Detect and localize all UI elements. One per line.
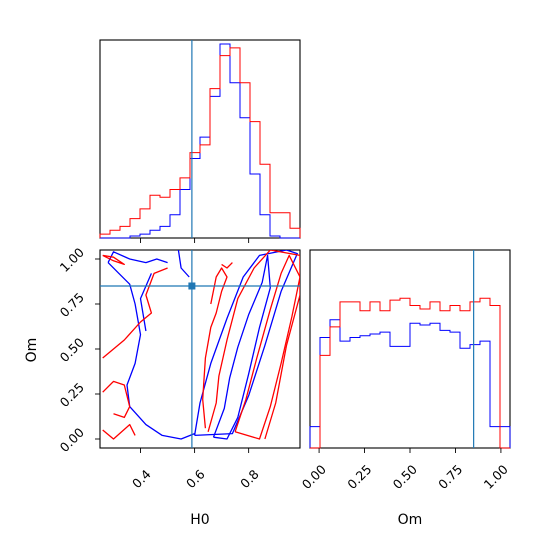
contour-blue-1 bbox=[193, 250, 298, 437]
h0-tick-label-0: 0.4 bbox=[129, 466, 154, 491]
x-axis-label-om: Om bbox=[398, 512, 423, 528]
truth-marker bbox=[188, 282, 196, 290]
h0-histogram-panel bbox=[99, 40, 301, 239]
om-histogram-frame bbox=[309, 249, 511, 449]
om-histogram-blue bbox=[309, 319, 511, 448]
contour-red-5 bbox=[102, 380, 131, 419]
contour-red-6 bbox=[202, 267, 228, 429]
x-axis-label-h0: H0 bbox=[190, 512, 209, 528]
om-bottom-tick-label-4: 1.00 bbox=[481, 462, 511, 492]
contour-red-2 bbox=[102, 254, 125, 266]
h0-histogram-frame bbox=[99, 39, 301, 239]
om-left-tick-label-2: 0.50 bbox=[57, 335, 87, 365]
om-histogram-panel bbox=[309, 250, 511, 449]
joint-contours bbox=[102, 250, 300, 440]
contour-red-3 bbox=[102, 423, 136, 440]
om-bottom-tick-label-1: 0.25 bbox=[344, 462, 374, 492]
om-left-tick-label-1: 0.25 bbox=[57, 380, 87, 410]
h0-histogram-blue bbox=[100, 43, 300, 239]
om-bottom-tick-label-3: 0.75 bbox=[435, 462, 465, 492]
axis-ticks: 0.4 0.6 0.8 0.00 0.00 0.25 0.25 0.50 0.50 0.75 0.7… bbox=[57, 238, 511, 492]
om-left-tick-label-4: 1.00 bbox=[57, 245, 87, 275]
contour-blue-0 bbox=[212, 254, 271, 440]
h0-tick-label-2: 0.8 bbox=[237, 466, 262, 491]
joint-contour-panel bbox=[100, 250, 300, 448]
y-axis-label-om: Om bbox=[24, 338, 40, 363]
contour-blue-3 bbox=[107, 251, 168, 264]
contour-red-1 bbox=[207, 250, 300, 440]
om-bottom-tick-label-0: 0.00 bbox=[299, 462, 329, 492]
h0-tick-label-1: 0.6 bbox=[183, 466, 208, 491]
om-bottom-tick-label-2: 0.50 bbox=[390, 462, 420, 492]
contour-blue-5 bbox=[177, 250, 190, 278]
om-left-tick-label-0: 0.00 bbox=[57, 425, 87, 455]
contour-blue-4 bbox=[139, 273, 152, 332]
h0-histogram-red bbox=[99, 47, 301, 238]
contour-red-4 bbox=[102, 267, 168, 359]
om-histogram-red bbox=[310, 297, 510, 449]
om-left-tick-label-3: 0.75 bbox=[57, 290, 87, 320]
contour-blue-2 bbox=[107, 262, 195, 440]
contour-red-7 bbox=[221, 262, 233, 269]
contour-red-0 bbox=[234, 254, 300, 440]
